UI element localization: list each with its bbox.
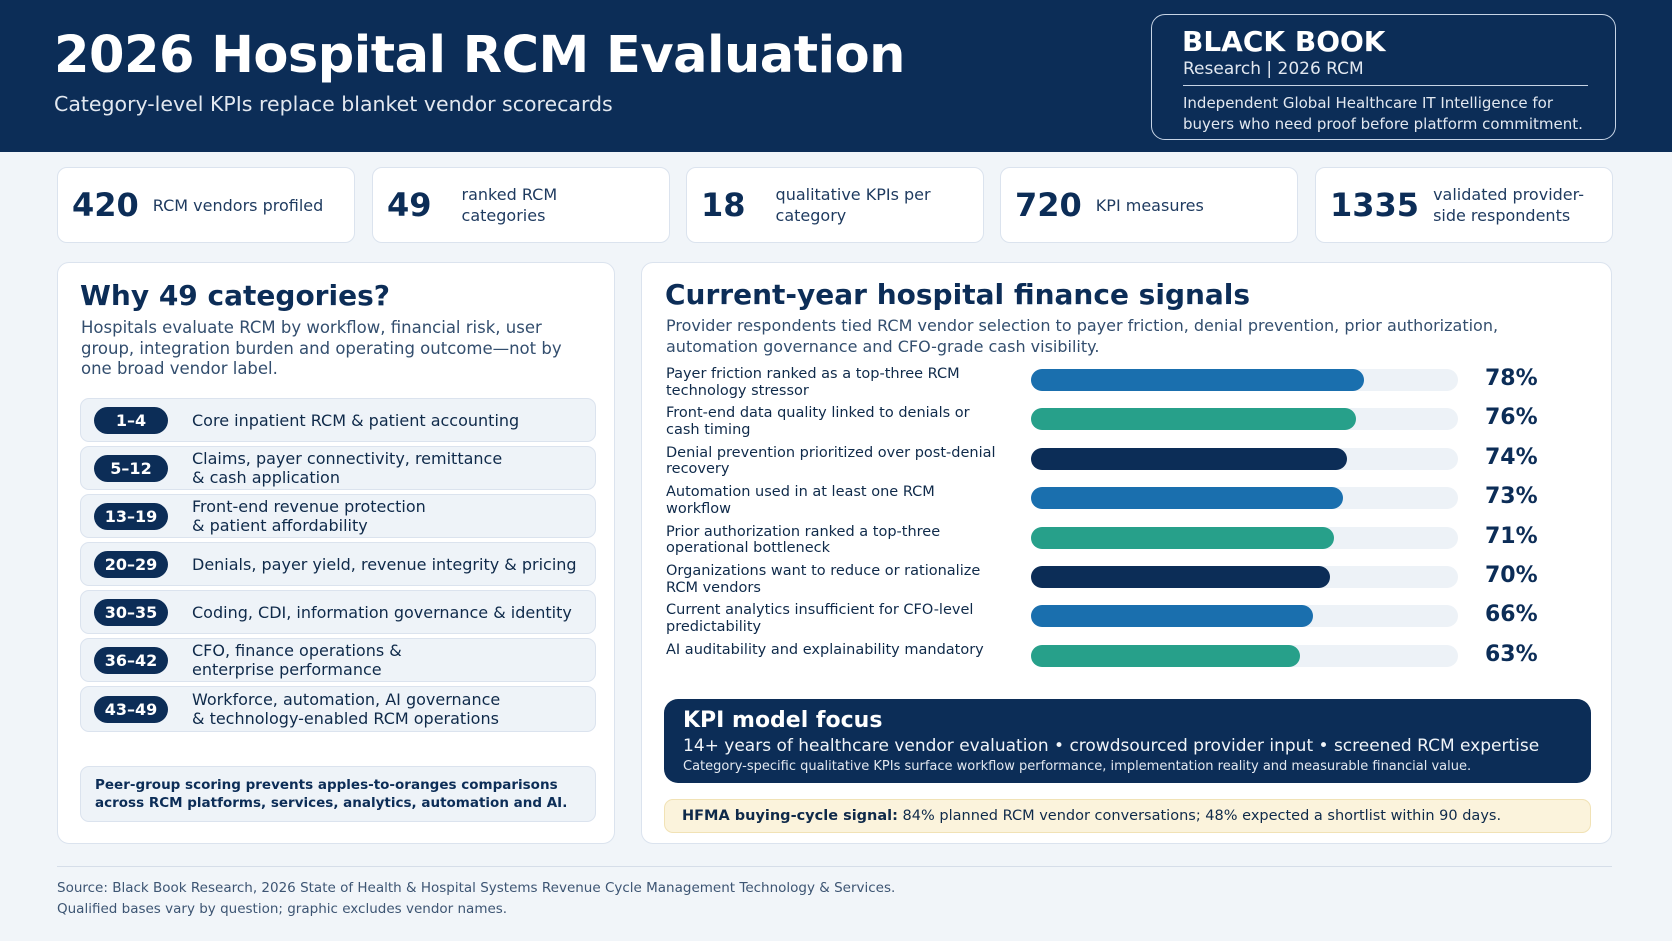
bar-value-label: 63% bbox=[1485, 641, 1538, 667]
category-row: 5–12 Claims, payer connectivity, remitta… bbox=[80, 446, 596, 490]
category-label: Front-end revenue protection & patient a… bbox=[192, 497, 426, 535]
bar-track bbox=[1031, 526, 1458, 549]
category-row: 13–19 Front-end revenue protection & pat… bbox=[80, 494, 596, 538]
category-range-badge: 30–35 bbox=[94, 599, 168, 626]
bar bbox=[1031, 566, 1330, 588]
bar-label: Automation used in at least one RCM work… bbox=[666, 484, 935, 517]
category-row: 43–49 Workforce, automation, AI governan… bbox=[80, 686, 596, 732]
category-range-badge: 1–4 bbox=[94, 407, 168, 434]
bar-track bbox=[1031, 369, 1458, 391]
brand-description: Independent Global Healthcare IT Intelli… bbox=[1183, 94, 1583, 133]
category-range-badge: 13–19 bbox=[94, 503, 168, 530]
signals-title: Current-year hospital finance signals bbox=[665, 278, 1251, 311]
page-subtitle: Category-level KPIs replace blanket vend… bbox=[54, 92, 613, 116]
bar-track bbox=[1031, 605, 1458, 628]
bar bbox=[1031, 487, 1343, 510]
kpi-model-box: KPI model focus 14+ years of healthcare … bbox=[664, 699, 1591, 783]
stat-card-kpis: 18 qualitative KPIs per category bbox=[686, 167, 984, 243]
kpi-detail: Category-specific qualitative KPIs surfa… bbox=[683, 759, 1472, 774]
category-row: 30–35 Coding, CDI, information governanc… bbox=[80, 590, 596, 634]
stat-label: validated provider-side respondents bbox=[1433, 185, 1584, 225]
stat-card-respondents: 1335 validated provider-side respondents bbox=[1315, 167, 1613, 243]
stat-card-vendors: 420 RCM vendors profiled bbox=[57, 167, 355, 243]
bar-value-label: 66% bbox=[1485, 602, 1538, 628]
brand-divider bbox=[1183, 85, 1588, 86]
stat-label: ranked RCM categories bbox=[461, 185, 558, 225]
category-range-badge: 43–49 bbox=[94, 696, 168, 723]
bar-label: Prior authorization ranked a top-three o… bbox=[666, 523, 941, 557]
category-label: Coding, CDI, information governance & id… bbox=[192, 602, 572, 622]
brand-box: BLACK BOOK Research | 2026 RCM Independe… bbox=[1151, 14, 1616, 140]
category-range-badge: 36–42 bbox=[94, 647, 168, 674]
bar-value-label: 76% bbox=[1485, 405, 1538, 431]
bar-track bbox=[1031, 566, 1458, 588]
category-label: Core inpatient RCM & patient accounting bbox=[192, 410, 520, 430]
bar-label: Current analytics insufficient for CFO-l… bbox=[666, 602, 974, 635]
hfma-text: 84% planned RCM vendor conversations; 48… bbox=[897, 808, 1502, 824]
bar-track bbox=[1031, 408, 1458, 431]
category-range-badge: 5–12 bbox=[94, 455, 168, 482]
category-row: 1–4 Core inpatient RCM & patient account… bbox=[80, 398, 596, 442]
bar-value-label: 74% bbox=[1485, 444, 1538, 470]
hfma-signal-box: HFMA buying-cycle signal: 84% planned RC… bbox=[664, 799, 1591, 833]
signals-panel: Current-year hospital finance signals Pr… bbox=[641, 262, 1612, 844]
bar-label: Denial prevention prioritized over post-… bbox=[666, 444, 996, 478]
footer-note: Qualified bases vary by question; graphi… bbox=[57, 901, 508, 917]
brand-subtitle: Research | 2026 RCM bbox=[1183, 59, 1364, 79]
category-row: 36–42 CFO, finance operations & enterpri… bbox=[80, 638, 596, 682]
bar-track bbox=[1031, 447, 1458, 470]
categories-panel: Why 49 categories? Hospitals evaluate RC… bbox=[57, 262, 615, 844]
page-title: 2026 Hospital RCM Evaluation bbox=[54, 26, 905, 85]
bar-value-label: 71% bbox=[1485, 523, 1538, 549]
bar-label: Front-end data quality linked to denials… bbox=[666, 405, 970, 438]
bar-track bbox=[1031, 487, 1458, 510]
stat-value: 720 bbox=[1015, 186, 1082, 224]
bar bbox=[1031, 644, 1300, 667]
stat-value: 49 bbox=[387, 186, 432, 224]
category-label: Claims, payer connectivity, remittance &… bbox=[192, 449, 503, 487]
category-row: 20–29 Denials, payer yield, revenue inte… bbox=[80, 542, 596, 586]
bar bbox=[1031, 526, 1334, 549]
bar bbox=[1031, 369, 1364, 391]
bar-value-label: 78% bbox=[1485, 366, 1538, 391]
stat-card-measures: 720 KPI measures bbox=[1000, 167, 1298, 243]
category-range-badge: 20–29 bbox=[94, 551, 168, 578]
bar-label: AI auditability and explainability manda… bbox=[666, 641, 984, 658]
brand-name: BLACK BOOK bbox=[1182, 25, 1386, 58]
footer-source: Source: Black Book Research, 2026 State … bbox=[57, 880, 896, 896]
categories-title: Why 49 categories? bbox=[80, 279, 390, 312]
signals-description: Provider respondents tied RCM vendor sel… bbox=[666, 316, 1499, 356]
stat-value: 18 bbox=[701, 186, 746, 224]
stat-label: RCM vendors profiled bbox=[152, 195, 324, 215]
peer-group-note: Peer-group scoring prevents apples-to-or… bbox=[80, 766, 596, 822]
bar bbox=[1031, 605, 1313, 628]
categories-description: Hospitals evaluate RCM by workflow, fina… bbox=[81, 318, 562, 378]
bar-label: Organizations want to reduce or rational… bbox=[666, 563, 981, 596]
stat-label: KPI measures bbox=[1095, 195, 1204, 215]
category-label: CFO, finance operations & enterprise per… bbox=[192, 641, 402, 679]
stat-value: 1335 bbox=[1330, 186, 1420, 224]
kpi-title: KPI model focus bbox=[683, 708, 883, 733]
bar-value-label: 73% bbox=[1485, 484, 1538, 510]
stat-label: qualitative KPIs per category bbox=[775, 185, 931, 225]
footer-divider bbox=[57, 866, 1612, 867]
category-label: Workforce, automation, AI governance & t… bbox=[192, 690, 501, 728]
bar-track bbox=[1031, 644, 1458, 667]
stat-card-categories: 49 ranked RCM categories bbox=[372, 167, 670, 243]
hfma-label: HFMA buying-cycle signal: bbox=[682, 808, 898, 824]
bar bbox=[1031, 408, 1356, 431]
bar-label: Payer friction ranked as a top-three RCM… bbox=[666, 366, 960, 399]
kpi-summary: 14+ years of healthcare vendor evaluatio… bbox=[683, 736, 1540, 756]
stat-value: 420 bbox=[72, 186, 139, 224]
bar bbox=[1031, 447, 1347, 470]
header-banner: 2026 Hospital RCM Evaluation Category-le… bbox=[0, 0, 1672, 152]
category-label: Denials, payer yield, revenue integrity … bbox=[192, 554, 577, 574]
bar-value-label: 70% bbox=[1485, 563, 1538, 588]
